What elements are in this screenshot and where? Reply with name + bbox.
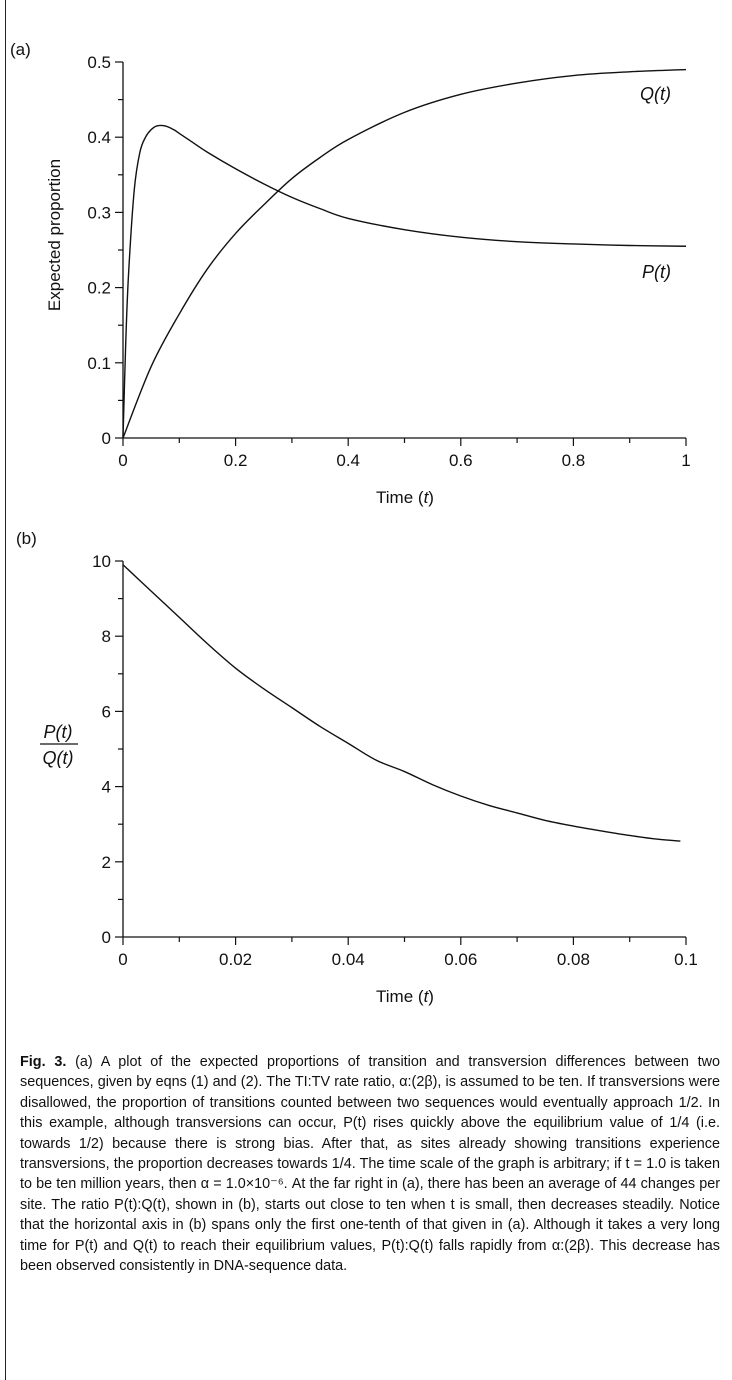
series-label-p: P(t): [642, 262, 671, 282]
a-y-tick-label: 0: [102, 429, 111, 448]
a-y-tick-label: 0.5: [87, 53, 111, 72]
b-x-tick-label: 0.1: [674, 950, 698, 969]
caption-label: Fig. 3.: [20, 1054, 67, 1070]
curves-b: [122, 564, 681, 842]
b-x-tick-label: 0.04: [332, 950, 365, 969]
b-x-tick-label: 0.06: [444, 950, 477, 969]
axes-a: 0 0.2 0.4 0.6 0.8 1 0 0.1 0.2 0.3 0.4 0.5: [87, 53, 690, 470]
b-x-tick-label: 0.08: [557, 950, 590, 969]
panel-b: (b) P(t) Q(t) Time (t) 0 0.02 0.04 0.06 0.08…: [16, 529, 698, 1006]
b-y-tick-label: 2: [102, 853, 111, 872]
figure-caption: Fig. 3. (a) A plot of the expected propo…: [20, 1052, 720, 1276]
panel-b-label: (b): [16, 529, 37, 548]
a-x-tick-label: 0.2: [224, 451, 248, 470]
caption-text: (a) A plot of the expected proportions o…: [20, 1054, 721, 1275]
b-x-tick-label: 0: [118, 950, 127, 969]
a-x-tick-label: 1: [681, 451, 690, 470]
a-x-tick-label: 0.8: [562, 451, 586, 470]
b-y-tick-label: 4: [102, 778, 111, 797]
y-axis-label-denominator: Q(t): [43, 748, 74, 768]
a-y-tick-label: 0.4: [87, 128, 111, 147]
panel-a: (a) Expected proportion Time (t) Q(t) P(…: [10, 40, 691, 507]
a-y-tick-label: 0.2: [87, 279, 111, 298]
left-margin-rule: [5, 0, 6, 1380]
y-axis-label-a: Expected proportion: [45, 159, 64, 311]
a-y-tick-label: 0.3: [87, 203, 111, 222]
x-axis-label-a: Time (t): [376, 488, 434, 507]
b-series-line-0: [122, 564, 681, 842]
b-y-tick-label: 8: [102, 627, 111, 646]
x-axis-label-b: Time (t): [376, 987, 434, 1006]
series-label-q: Q(t): [640, 84, 671, 104]
a-x-tick-label: 0.6: [449, 451, 473, 470]
panel-a-label: (a): [10, 40, 31, 59]
b-x-tick-label: 0.02: [219, 950, 252, 969]
y-axis-label-numerator: P(t): [44, 722, 73, 742]
figure-3: (a) Expected proportion Time (t) Q(t) P(…: [10, 40, 698, 1006]
a-y-tick-label: 0.1: [87, 354, 111, 373]
curves-a: [122, 68, 687, 439]
a-x-tick-label: 0: [118, 451, 127, 470]
axes-b: 0 0.02 0.04 0.06 0.08 0.1 0 2 4 6 8 10: [92, 552, 698, 969]
a-series-line-0: [122, 124, 687, 439]
b-y-tick-label: 0: [102, 928, 111, 947]
b-y-tick-label: 6: [102, 702, 111, 721]
a-series-line-1: [122, 68, 687, 439]
b-y-tick-label: 10: [92, 552, 111, 571]
a-x-tick-label: 0.4: [336, 451, 360, 470]
